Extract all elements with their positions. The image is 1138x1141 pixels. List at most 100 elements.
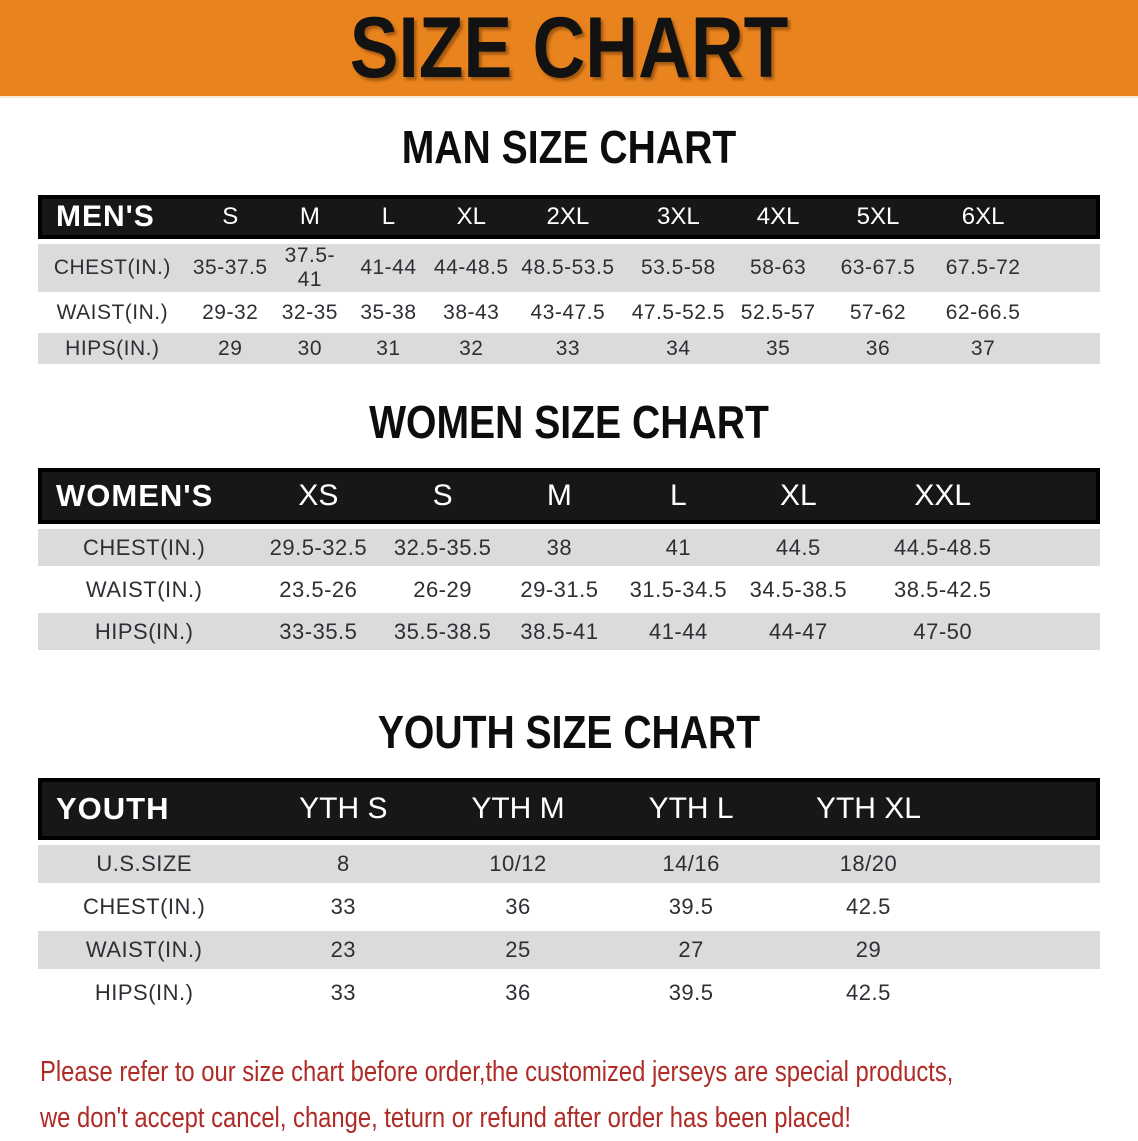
- row-filler: [954, 845, 1100, 883]
- row-label: HIPS(IN.): [38, 613, 251, 650]
- row-filler: [954, 888, 1100, 926]
- size-value: 33: [250, 888, 437, 926]
- size-value: 67.5-72: [932, 244, 1035, 292]
- size-value: 14/16: [599, 845, 783, 883]
- row-label: CHEST(IN.): [38, 529, 251, 566]
- size-value: 48.5-53.5: [511, 244, 625, 292]
- banner: SIZE CHART: [0, 0, 1138, 98]
- youth-size-table: YOUTH YTH S YTH M YTH L YTH XL U.S.SIZE 8 10/12…: [38, 773, 1100, 1017]
- size-value: 38.5-41: [498, 613, 620, 650]
- table-row: WAIST(IN.) 23 25 27 29: [38, 931, 1100, 969]
- youth-section-title: YOUTH SIZE CHART: [377, 706, 761, 758]
- size-column-header: XXL: [859, 468, 1026, 524]
- table-row: HIPS(IN.) 29 30 31 32 33 34 35 36 37: [38, 333, 1100, 364]
- size-value: 52.5-57: [732, 297, 824, 328]
- size-value: 36: [823, 333, 933, 364]
- row-label: WAIST(IN.): [38, 571, 251, 608]
- size-value: 30: [273, 333, 346, 364]
- size-value: 43-47.5: [511, 297, 625, 328]
- size-value: 29-31.5: [498, 571, 620, 608]
- size-value: 25: [436, 931, 600, 969]
- table-title: MEN'S: [38, 195, 187, 239]
- size-value: 62-66.5: [932, 297, 1035, 328]
- banner-title: SIZE CHART: [349, 0, 789, 96]
- size-value: 10/12: [436, 845, 600, 883]
- table-row: HIPS(IN.) 33 36 39.5 42.5: [38, 974, 1100, 1012]
- size-value: 47-50: [859, 613, 1026, 650]
- size-value: 33: [511, 333, 625, 364]
- size-value: 31: [345, 333, 431, 364]
- table-header-row: MEN'S S M L XL 2XL 3XL 4XL 5XL 6XL: [38, 195, 1100, 239]
- table-row: WAIST(IN.) 29-32 32-35 35-38 38-43 43-47.5 47.…: [38, 297, 1100, 328]
- size-value: 31.5-34.5: [619, 571, 737, 608]
- size-column-header: XL: [430, 195, 512, 239]
- size-value: 36: [436, 888, 600, 926]
- size-value: 18/20: [782, 845, 955, 883]
- size-value: 57-62: [823, 297, 933, 328]
- size-column-header: 2XL: [511, 195, 625, 239]
- row-label: CHEST(IN.): [38, 888, 251, 926]
- order-policy-note: Please refer to our size chart before or…: [40, 1049, 1106, 1141]
- size-value: 63-67.5: [823, 244, 933, 292]
- row-filler: [1025, 613, 1100, 650]
- table-title: YOUTH: [38, 778, 251, 840]
- size-value: 38.5-42.5: [859, 571, 1026, 608]
- size-value: 38: [498, 529, 620, 566]
- size-column-header: XL: [736, 468, 860, 524]
- size-column-header: 3XL: [624, 195, 733, 239]
- size-value: 53.5-58: [624, 244, 733, 292]
- size-value: 44-48.5: [430, 244, 512, 292]
- row-label: HIPS(IN.): [38, 333, 187, 364]
- size-value: 34.5-38.5: [736, 571, 860, 608]
- women-size-table: WOMEN'S XS S M L XL XXL CHEST(IN.) 29.5-32.5 32.5…: [38, 463, 1100, 655]
- size-column-header: 4XL: [732, 195, 824, 239]
- size-column-header: L: [345, 195, 431, 239]
- size-value: 34: [624, 333, 733, 364]
- header-filler: [1034, 195, 1100, 239]
- size-value: 41-44: [619, 613, 737, 650]
- size-value: 35-37.5: [186, 244, 274, 292]
- men-size-table: MEN'S S M L XL 2XL 3XL 4XL 5XL 6XL CHEST(IN.) 35-37…: [38, 190, 1100, 369]
- size-value: 32.5-35.5: [386, 529, 499, 566]
- table-header-row: WOMEN'S XS S M L XL XXL: [38, 468, 1100, 524]
- size-value: 29: [782, 931, 955, 969]
- row-filler: [1025, 529, 1100, 566]
- table-row: CHEST(IN.) 35-37.5 37.5-41 41-44 44-48.5 48.5…: [38, 244, 1100, 292]
- size-column-header: 6XL: [932, 195, 1035, 239]
- row-filler: [954, 974, 1100, 1012]
- size-value: 35-38: [345, 297, 431, 328]
- size-column-header: M: [273, 195, 346, 239]
- table-row: HIPS(IN.) 33-35.5 35.5-38.5 38.5-41 41-44 44-…: [38, 613, 1100, 650]
- size-value: 33: [250, 974, 437, 1012]
- size-column-header: S: [386, 468, 499, 524]
- size-value: 29: [186, 333, 274, 364]
- size-column-header: YTH L: [599, 778, 783, 840]
- size-value: 35: [732, 333, 824, 364]
- size-value: 44.5-48.5: [859, 529, 1026, 566]
- size-value: 39.5: [599, 974, 783, 1012]
- row-filler: [954, 931, 1100, 969]
- table-row: CHEST(IN.) 29.5-32.5 32.5-35.5 38 41 44.5 44.5…: [38, 529, 1100, 566]
- women-section-title: WOMEN SIZE CHART: [369, 396, 769, 448]
- row-filler: [1034, 244, 1100, 292]
- size-value: 38-43: [430, 297, 512, 328]
- size-value: 35.5-38.5: [386, 613, 499, 650]
- size-column-header: XS: [250, 468, 387, 524]
- row-label: WAIST(IN.): [38, 297, 187, 328]
- men-section-title: MAN SIZE CHART: [401, 121, 737, 173]
- size-value: 58-63: [732, 244, 824, 292]
- size-value: 37: [932, 333, 1035, 364]
- row-label: CHEST(IN.): [38, 244, 187, 292]
- size-value: 41: [619, 529, 737, 566]
- size-value: 42.5: [782, 974, 955, 1012]
- size-value: 23: [250, 931, 437, 969]
- header-filler: [954, 778, 1100, 840]
- size-value: 32: [430, 333, 512, 364]
- row-label: U.S.SIZE: [38, 845, 251, 883]
- size-column-header: YTH S: [250, 778, 437, 840]
- size-column-header: 5XL: [823, 195, 933, 239]
- table-title: WOMEN'S: [38, 468, 251, 524]
- order-policy-note-line-1: Please refer to our size chart before or…: [40, 1056, 954, 1088]
- size-value: 47.5-52.5: [624, 297, 733, 328]
